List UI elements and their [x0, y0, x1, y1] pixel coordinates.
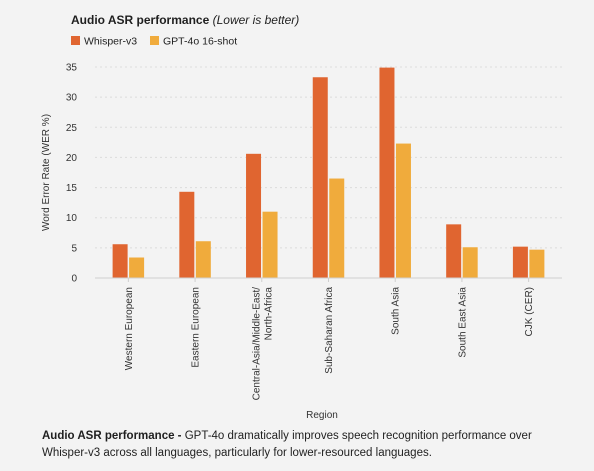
bar — [379, 67, 395, 278]
bar — [195, 241, 211, 278]
bars — [112, 67, 545, 279]
chart-title-note: (Lower is better) — [213, 13, 300, 27]
x-tick-label: Sub-Saharan Africa — [324, 287, 335, 374]
x-tick-label: Eastern European — [191, 287, 202, 368]
y-tick-label: 15 — [66, 183, 78, 194]
x-tick-label: South Asia — [391, 287, 402, 335]
bar — [395, 143, 411, 278]
gridlines — [95, 66, 562, 249]
x-tick-label: Western European — [124, 287, 135, 370]
legend-label: Whisper-v3 — [84, 36, 137, 48]
bar — [246, 153, 262, 278]
bar — [529, 249, 545, 278]
legend-label: GPT-4o 16-shot — [163, 36, 237, 48]
legend-swatch — [150, 36, 159, 45]
y-tick-label: 35 — [66, 63, 78, 74]
x-tick-label: North-Africa — [263, 287, 274, 341]
y-tick-label: 25 — [66, 123, 78, 134]
bar — [262, 211, 278, 278]
y-tick-label: 0 — [71, 274, 77, 285]
y-axis-label: Word Error Rate (WER %) — [41, 114, 52, 231]
y-tick-label: 30 — [66, 93, 78, 104]
bar — [179, 191, 195, 278]
bar — [512, 246, 528, 278]
y-tick-label: 10 — [66, 213, 78, 224]
caption: Audio ASR performance - GPT-4o dramatica… — [42, 428, 562, 462]
caption-bold: Audio ASR performance - — [42, 430, 185, 442]
bar — [129, 257, 145, 278]
caption-text: GPT-4o dramatically improves speech reco… — [42, 430, 532, 459]
bar — [112, 244, 128, 278]
x-tick-label: Central-Asia/Middle-East/ — [251, 287, 262, 401]
legend-swatch — [71, 36, 80, 45]
y-axis-ticks: 0 5 10 15 20 25 30 35 — [66, 63, 78, 285]
bar — [446, 224, 462, 278]
chart-title-main: Audio ASR performance — [71, 13, 210, 27]
bar — [462, 247, 478, 278]
chart-title: Audio ASR performance (Lower is better) — [71, 13, 299, 27]
y-tick-label: 20 — [66, 153, 78, 164]
bar — [312, 77, 328, 279]
x-tick-label: South East Asia — [457, 287, 468, 358]
x-axis-ticks: Western European Eastern European Central-… — [124, 278, 535, 400]
x-axis-label: Region — [306, 410, 338, 421]
x-tick-label: CJK (CER) — [524, 287, 535, 336]
y-tick-label: 5 — [71, 243, 77, 254]
legend: Whisper-v3 GPT-4o 16-shot — [71, 36, 237, 48]
bar — [329, 178, 345, 278]
